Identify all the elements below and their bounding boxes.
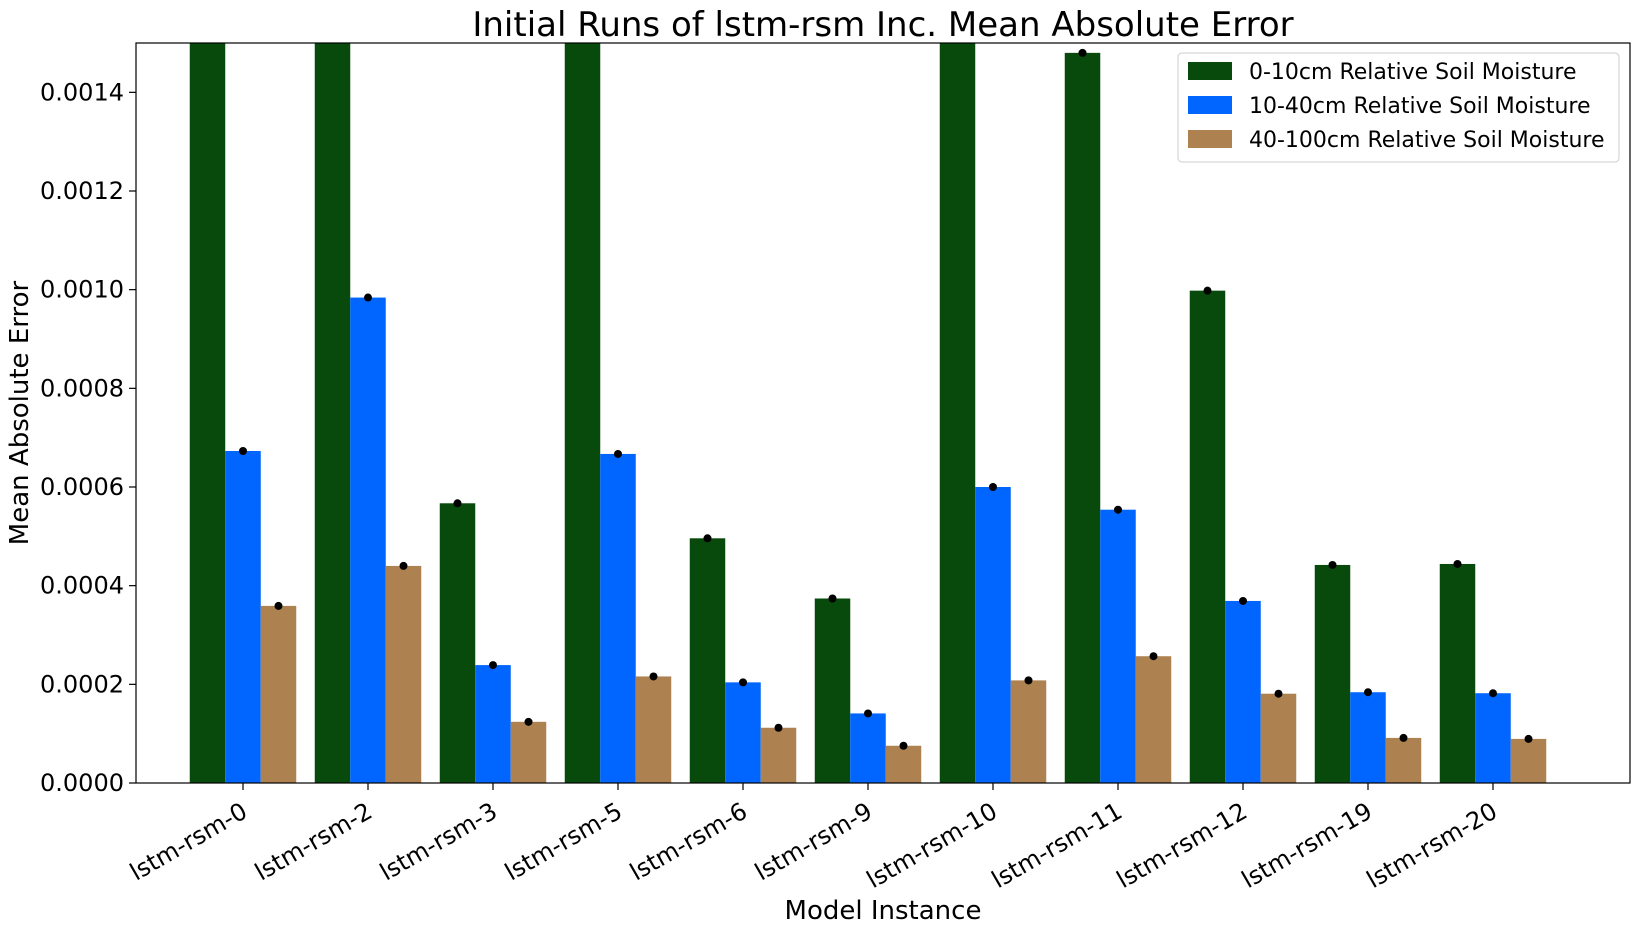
bar-s1-lstm-rsm-11 [1100,509,1136,783]
point-s0-lstm-rsm-3 [453,499,462,508]
point-s2-lstm-rsm-3 [524,717,533,726]
chart-title: Initial Runs of lstm-rsm Inc. Mean Absol… [472,5,1293,45]
bar-s1-lstm-rsm-5 [600,453,636,783]
plot-frame [135,42,1631,784]
point-s0-lstm-rsm-9 [828,594,837,603]
point-s0-lstm-rsm-12 [1203,286,1212,295]
legend-box [1177,52,1620,163]
y-tick-label: 0.0006 [40,473,124,501]
point-s0-lstm-rsm-6 [703,534,712,543]
x-tick-label: lstm-rsm-3 [375,797,502,886]
bar-s2-lstm-rsm-10 [1010,680,1047,783]
point-s1-lstm-rsm-3 [489,661,497,670]
legend-entry: 10-40cm Relative Soil Moisture [1249,94,1590,119]
point-s1-lstm-rsm-0 [239,446,247,455]
bar-s0-lstm-rsm-9 [814,598,851,783]
bar-s0-lstm-rsm-11 [1064,52,1101,784]
point-s0-lstm-rsm-19 [1328,560,1337,569]
bar-s0-lstm-rsm-19 [1314,564,1351,783]
y-tick-label: 0.0012 [40,177,124,205]
point-s2-lstm-rsm-6 [774,723,783,732]
bar-s1-lstm-rsm-12 [1225,600,1261,783]
point-s2-lstm-rsm-11 [1149,652,1158,661]
y-tick-label: 0.0010 [40,276,124,304]
x-axis: lstm-rsm-0lstm-rsm-2lstm-rsm-3lstm-rsm-5… [125,783,1502,894]
legend: 0-10cm Relative Soil Moisture 10-40cm Rel… [1177,52,1620,163]
bar-s0-lstm-rsm-2 [314,43,351,783]
x-tick-label: lstm-rsm-9 [750,797,877,886]
bar-s1-lstm-rsm-20 [1475,693,1511,783]
bar-s0-lstm-rsm-6 [689,538,726,783]
point-s1-lstm-rsm-20 [1489,689,1497,698]
bar-s1-lstm-rsm-10 [975,487,1011,783]
point-s2-lstm-rsm-19 [1399,733,1408,742]
y-tick-label: 0.0014 [40,78,124,106]
bar-s2-lstm-rsm-5 [635,676,672,783]
x-tick-label: lstm-rsm-20 [1362,797,1502,894]
point-s1-lstm-rsm-9 [864,709,872,718]
point-s2-lstm-rsm-12 [1274,689,1283,698]
point-s0-lstm-rsm-11 [1078,48,1087,57]
bar-s2-lstm-rsm-12 [1260,693,1297,783]
point-s2-lstm-rsm-0 [274,601,283,610]
x-tick-label: lstm-rsm-2 [250,797,377,886]
point-s1-lstm-rsm-10 [989,483,997,491]
point-s0-lstm-rsm-20 [1453,559,1462,568]
bar-s2-lstm-rsm-2 [385,565,422,783]
point-s2-lstm-rsm-9 [899,741,908,750]
legend-entry: 40-100cm Relative Soil Moisture [1249,128,1604,153]
y-tick-label: 0.0002 [40,670,124,698]
y-axis: 0.0000 0.0002 0.0004 0.0006 0.0008 0.0010 0.00… [40,78,136,797]
legend-entry: 0-10cm Relative Soil Moisture [1249,60,1577,85]
x-tick-label: lstm-rsm-0 [125,797,252,886]
point-s1-lstm-rsm-11 [1114,505,1122,514]
bar-s1-lstm-rsm-6 [725,682,761,783]
bar-s2-lstm-rsm-3 [510,721,547,783]
legend-swatch [1188,130,1232,148]
bar-s1-lstm-rsm-3 [475,665,511,783]
bar-s2-lstm-rsm-19 [1385,737,1422,783]
x-axis-label: Model Instance [785,896,982,926]
x-tick-label: lstm-rsm-5 [500,797,627,886]
bar-s0-lstm-rsm-20 [1439,563,1476,783]
bar-s0-lstm-rsm-10 [939,43,976,783]
bar-s0-lstm-rsm-3 [439,503,476,783]
bar-s2-lstm-rsm-0 [260,605,297,783]
point-s2-lstm-rsm-10 [1024,676,1033,685]
y-tick-label: 0.0008 [40,374,124,402]
point-s1-lstm-rsm-2 [364,293,372,302]
x-tick-label: lstm-rsm-6 [625,797,752,886]
point-s2-lstm-rsm-2 [399,561,408,570]
point-s1-lstm-rsm-12 [1239,596,1247,605]
legend-swatch [1188,62,1232,80]
bar-s2-lstm-rsm-6 [760,727,797,783]
plot-area [189,43,1547,784]
x-tick-label: lstm-rsm-11 [987,797,1127,894]
bar-s1-lstm-rsm-0 [225,450,261,783]
point-s2-lstm-rsm-20 [1524,734,1533,743]
bar-s2-lstm-rsm-20 [1510,738,1547,783]
x-tick-label: lstm-rsm-12 [1112,797,1252,894]
bar-s2-lstm-rsm-11 [1135,656,1172,783]
bar-s0-lstm-rsm-5 [564,43,601,783]
x-tick-label: lstm-rsm-19 [1237,797,1377,894]
y-axis-label: Mean Absolute Error [5,281,35,546]
point-s1-lstm-rsm-19 [1364,688,1372,697]
bar-s1-lstm-rsm-9 [850,713,886,783]
legend-swatch [1188,96,1232,114]
bar-s0-lstm-rsm-12 [1189,290,1226,783]
y-tick-label: 0.0004 [40,572,124,600]
bar-s1-lstm-rsm-2 [350,297,386,783]
bar-s2-lstm-rsm-9 [885,745,922,783]
x-tick-label: lstm-rsm-10 [862,797,1002,894]
point-s1-lstm-rsm-6 [739,678,747,687]
bar-s1-lstm-rsm-19 [1350,692,1386,783]
y-tick-label: 0.0000 [40,769,124,797]
bar-s0-lstm-rsm-0 [189,43,226,783]
point-s2-lstm-rsm-5 [649,672,658,681]
point-s1-lstm-rsm-5 [614,449,622,458]
